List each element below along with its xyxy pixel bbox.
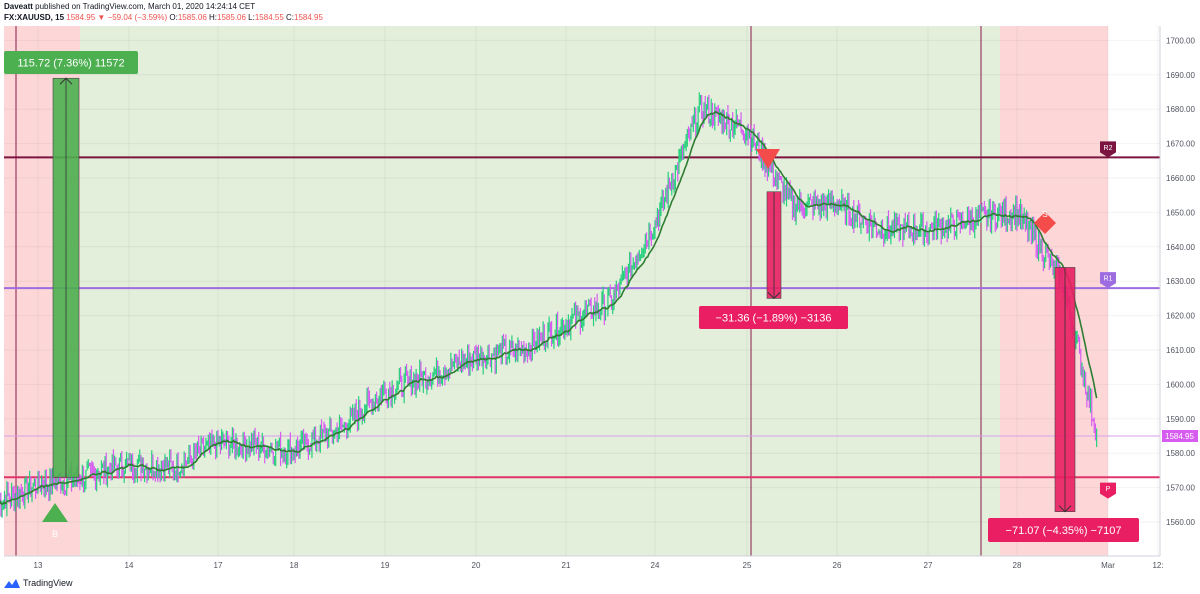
sell-signal-label-2: S — [1042, 210, 1047, 219]
open-label: O: — [169, 13, 178, 22]
x-tick-label: 12: — [1152, 561, 1163, 570]
x-tick-label: 27 — [924, 561, 933, 570]
y-tick-label: 1600.00 — [1166, 380, 1195, 389]
low-label: L: — [248, 13, 255, 22]
x-tick-label: Mar — [1101, 561, 1115, 570]
y-tick-label: 1630.00 — [1166, 277, 1195, 286]
buy-signal-label: B — [52, 529, 58, 539]
y-tick-label: 1650.00 — [1166, 208, 1195, 217]
short-measure-box-2-arrow-head — [1058, 505, 1072, 513]
x-tick-label: 20 — [472, 561, 481, 570]
tradingview-brand[interactable]: TradingView — [4, 578, 73, 588]
sell-signal-icon-1 — [756, 149, 780, 169]
x-tick-label: 28 — [1013, 561, 1022, 570]
close-value: 1584.95 — [294, 13, 323, 22]
last-price: 1584.95 — [66, 13, 96, 22]
sell-signal-label-1: S — [765, 139, 770, 148]
long-measure-label-text: 115.72 (7.36%) 11572 — [17, 58, 124, 70]
y-tick-label: 1690.00 — [1166, 71, 1195, 80]
r1-flag-text: R1 — [1104, 276, 1113, 283]
x-tick-label: 17 — [214, 561, 223, 570]
x-tick-label: 26 — [833, 561, 842, 570]
open-value: 1585.06 — [177, 13, 207, 22]
p-flag — [1100, 482, 1116, 499]
author-name: Daveatt — [4, 2, 33, 11]
published-text: published on TradingView.com, March 01, … — [35, 2, 256, 11]
y-tick-label: 1560.00 — [1166, 518, 1195, 527]
y-tick-label: 1620.00 — [1166, 312, 1195, 321]
short-zone-right — [1000, 26, 1108, 556]
p-flag-text: P — [1106, 486, 1111, 493]
r2-flag-text: R2 — [1104, 145, 1113, 152]
last-price-axis-badge — [1162, 430, 1198, 442]
x-tick-label: 18 — [290, 561, 299, 570]
y-tick-label: 1590.00 — [1166, 415, 1195, 424]
x-tick-label: 21 — [562, 561, 571, 570]
brand-label: TradingView — [23, 578, 73, 588]
x-tick-label: 14 — [125, 561, 134, 570]
y-tick-label: 1700.00 — [1166, 36, 1195, 45]
r2-flag — [1100, 141, 1116, 158]
long-measure-label — [4, 51, 138, 74]
close-label: C: — [286, 13, 294, 22]
long-measure-box-arrow-head — [59, 77, 73, 85]
high-value: 1585.06 — [217, 13, 246, 22]
y-tick-label: 1680.00 — [1166, 105, 1195, 114]
sell-signal-icon-2 — [1034, 212, 1056, 234]
short-measure-box-1-arrow-head — [767, 292, 781, 300]
short-measure-label-2-text: −71.07 (−4.35%) −7107 — [1006, 525, 1122, 537]
y-tick-label: 1580.00 — [1166, 449, 1195, 458]
last-price-axis-label: 1584.95 — [1165, 432, 1194, 441]
x-tick-label: 24 — [651, 561, 660, 570]
y-tick-label: 1660.00 — [1166, 174, 1195, 183]
moving-average-line — [0, 111, 1098, 506]
r1-flag — [1100, 272, 1116, 289]
symbol-ohlc-line: FX:XAUUSD, 15 1584.95 ▼ −59.04 (−3.59%) … — [4, 13, 323, 22]
high-label: H: — [209, 13, 218, 22]
tradingview-logo-icon — [4, 578, 20, 588]
x-tick-label: 13 — [34, 561, 43, 570]
y-tick-label: 1670.00 — [1166, 140, 1195, 149]
y-tick-label: 1610.00 — [1166, 346, 1195, 355]
buy-signal-icon — [42, 503, 68, 522]
chart-attribution: Daveatt published on TradingView.com, Ma… — [4, 2, 255, 11]
y-tick-label: 1640.00 — [1166, 243, 1195, 252]
down-arrow-icon: ▼ — [97, 13, 106, 22]
long-zone — [80, 26, 1000, 556]
x-tick-label: 19 — [381, 561, 390, 570]
short-measure-label-1 — [699, 306, 848, 329]
y-tick-label: 1570.00 — [1166, 484, 1195, 493]
low-value: 1584.55 — [254, 13, 284, 22]
short-measure-label-2 — [988, 518, 1139, 542]
x-tick-label: 25 — [743, 561, 752, 570]
symbol-label: FX:XAUUSD, 15 — [4, 13, 65, 22]
price-change: −59.04 (−3.59%) — [107, 13, 168, 22]
short-measure-label-1-text: −31.36 (−1.89%) −3136 — [716, 313, 832, 325]
